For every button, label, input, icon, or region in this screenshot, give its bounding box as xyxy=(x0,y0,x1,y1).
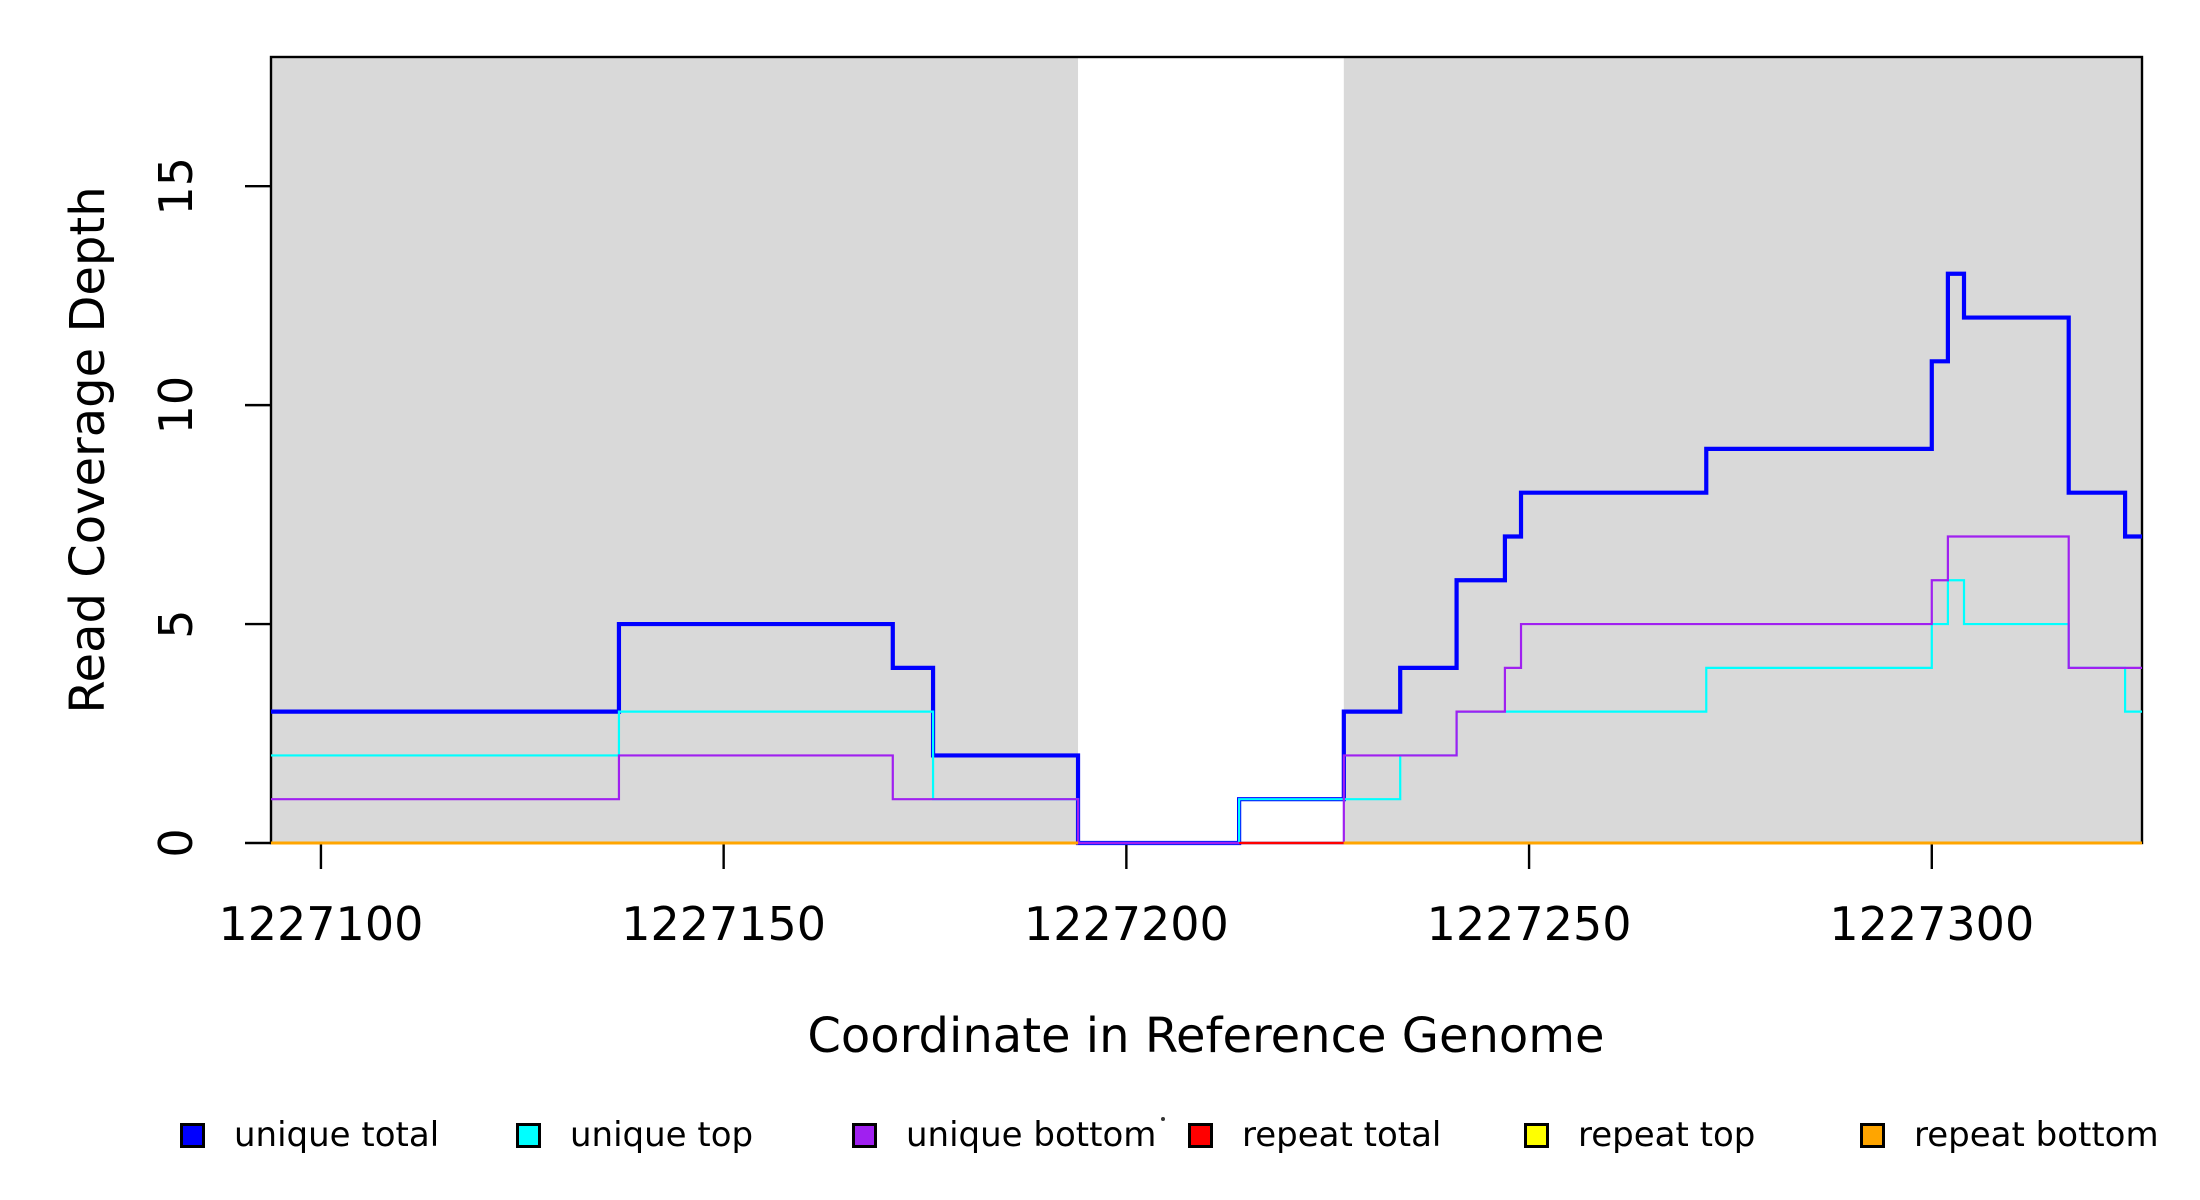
x-tick-label-2: 1227200 xyxy=(1024,897,1229,951)
legend-item-repeat-total: repeat total xyxy=(1188,1108,1441,1162)
legend-label: unique bottom xyxy=(906,1115,1157,1155)
legend-label: unique top xyxy=(570,1115,754,1155)
series-unique-bottom xyxy=(271,535,2142,845)
legend-item-unique-top: unique top xyxy=(516,1108,753,1162)
legend-label: repeat bottom xyxy=(1914,1115,2159,1155)
x-tick-label-1: 1227150 xyxy=(621,897,826,951)
legend: unique total unique top unique bottom repea… xyxy=(0,1108,2200,1168)
y-axis-title: Read Coverage Depth xyxy=(60,186,116,714)
legend-item-repeat-bottom: repeat bottom xyxy=(1860,1108,2159,1162)
y-tick-label-0: 0 xyxy=(149,828,203,857)
legend-item-unique-total: unique total xyxy=(180,1108,439,1162)
y-tick-label-2: 10 xyxy=(149,376,203,435)
shaded-region-0 xyxy=(271,57,1079,843)
legend-item-unique-bottom: unique bottom xyxy=(852,1108,1156,1162)
legend-swatch-repeat-total xyxy=(1188,1122,1213,1148)
x-tick-label-3: 1227250 xyxy=(1427,897,1632,951)
legend-label: repeat top xyxy=(1578,1115,1756,1155)
legend-swatch-repeat-bottom xyxy=(1860,1122,1885,1148)
speck-artifact xyxy=(1161,1117,1165,1121)
legend-swatch-unique-bottom xyxy=(852,1122,877,1148)
legend-label: repeat total xyxy=(1242,1115,1442,1155)
legend-item-repeat-top: repeat top xyxy=(1524,1108,1755,1162)
y-tick-label-1: 5 xyxy=(149,609,203,638)
x-axis-title: Coordinate in Reference Genome xyxy=(807,1008,1605,1064)
legend-swatch-repeat-top xyxy=(1524,1122,1549,1148)
x-tick-label-0: 1227100 xyxy=(218,897,423,951)
legend-label: unique total xyxy=(234,1115,440,1155)
y-tick-label-3: 15 xyxy=(149,157,203,216)
x-tick-label-4: 1227300 xyxy=(1829,897,2034,951)
legend-swatch-unique-total xyxy=(180,1122,205,1148)
legend-swatch-unique-top xyxy=(516,1122,541,1148)
